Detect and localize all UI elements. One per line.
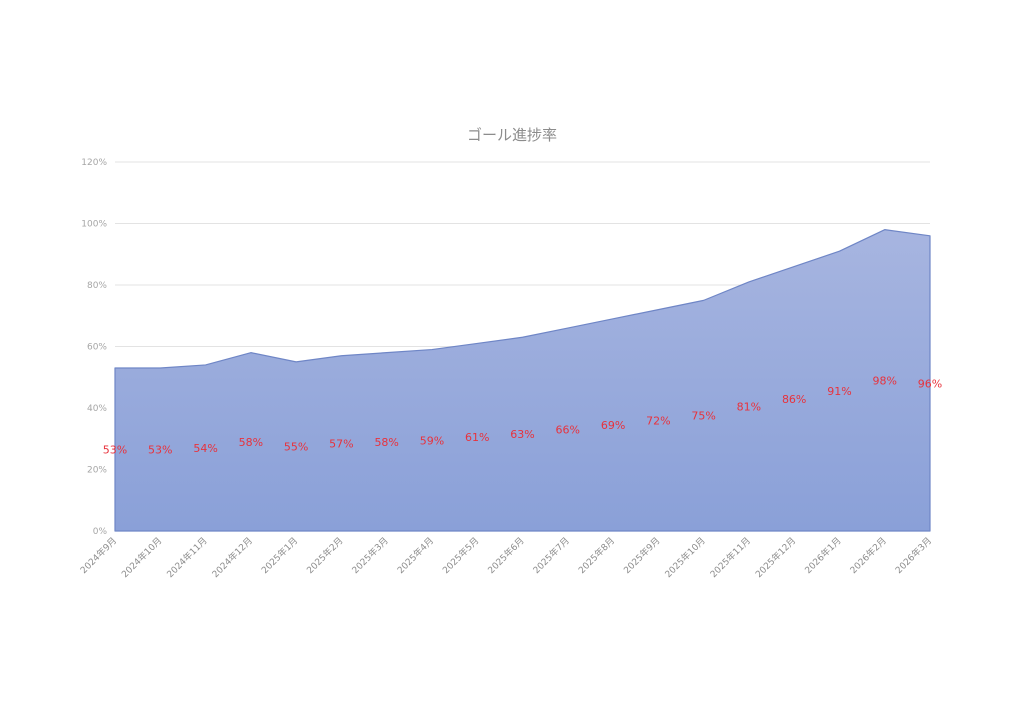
data-label: 86% <box>782 393 806 406</box>
y-tick-label: 120% <box>81 158 107 168</box>
data-label: 53% <box>103 444 127 457</box>
x-tick-label: 2026年2月 <box>847 535 888 576</box>
y-tick-label: 80% <box>87 281 107 291</box>
data-label: 96% <box>918 377 942 390</box>
data-label: 61% <box>465 431 489 444</box>
x-tick-label: 2025年2月 <box>304 535 345 576</box>
y-tick-label: 100% <box>81 220 107 230</box>
data-label: 66% <box>556 424 580 437</box>
x-tick-label: 2024年11月 <box>164 535 210 581</box>
data-label: 55% <box>284 440 308 453</box>
x-tick-label: 2025年12月 <box>753 535 799 581</box>
data-label: 81% <box>737 400 761 413</box>
data-label: 72% <box>646 414 670 427</box>
x-tick-label: 2026年3月 <box>893 535 934 576</box>
area-series <box>114 229 931 532</box>
x-tick-label: 2024年12月 <box>209 535 255 581</box>
x-tick-label: 2025年5月 <box>440 535 481 576</box>
data-label: 58% <box>239 436 263 449</box>
x-tick-label: 2025年8月 <box>576 535 617 576</box>
data-label: 63% <box>510 428 534 441</box>
data-label: 69% <box>601 419 625 432</box>
data-label: 54% <box>193 442 217 455</box>
x-tick-label: 2025年1月 <box>259 535 300 576</box>
data-label: 58% <box>374 436 398 449</box>
x-tick-label: 2025年6月 <box>485 535 526 576</box>
data-label: 75% <box>691 410 715 423</box>
x-axis-ticks: 2024年9月 2024年10月 2024年11月 2024年12月 2025年1月 20… <box>78 535 934 581</box>
data-label: 98% <box>872 374 896 387</box>
x-tick-label: 2025年9月 <box>621 535 662 576</box>
data-label: 53% <box>148 444 172 457</box>
chart-title: ゴール進捗率 <box>467 126 557 144</box>
x-tick-label: 2025年4月 <box>395 535 436 576</box>
data-label: 57% <box>329 437 353 450</box>
y-tick-label: 40% <box>87 404 107 414</box>
data-label: 59% <box>420 434 444 447</box>
x-tick-label: 2025年3月 <box>349 535 390 576</box>
x-tick-label: 2026年1月 <box>802 535 843 576</box>
y-axis-ticks: 0% 20% 40% 60% 80% 100% 120% <box>81 158 107 537</box>
data-label: 91% <box>827 385 851 398</box>
area-fill <box>114 229 931 532</box>
x-tick-label: 2025年7月 <box>530 535 571 576</box>
y-tick-label: 60% <box>87 343 107 353</box>
x-tick-label: 2025年11月 <box>708 535 754 581</box>
y-tick-label: 20% <box>87 466 107 476</box>
y-tick-label: 0% <box>93 527 108 537</box>
x-tick-label: 2024年10月 <box>119 535 165 581</box>
x-tick-label: 2025年10月 <box>662 535 708 581</box>
data-labels: 53% 53% 54% 58% 55% 57% 58% 59% 61% 63% 66% 69% 72% 7… <box>103 374 942 456</box>
x-tick-label: 2024年9月 <box>78 535 119 576</box>
